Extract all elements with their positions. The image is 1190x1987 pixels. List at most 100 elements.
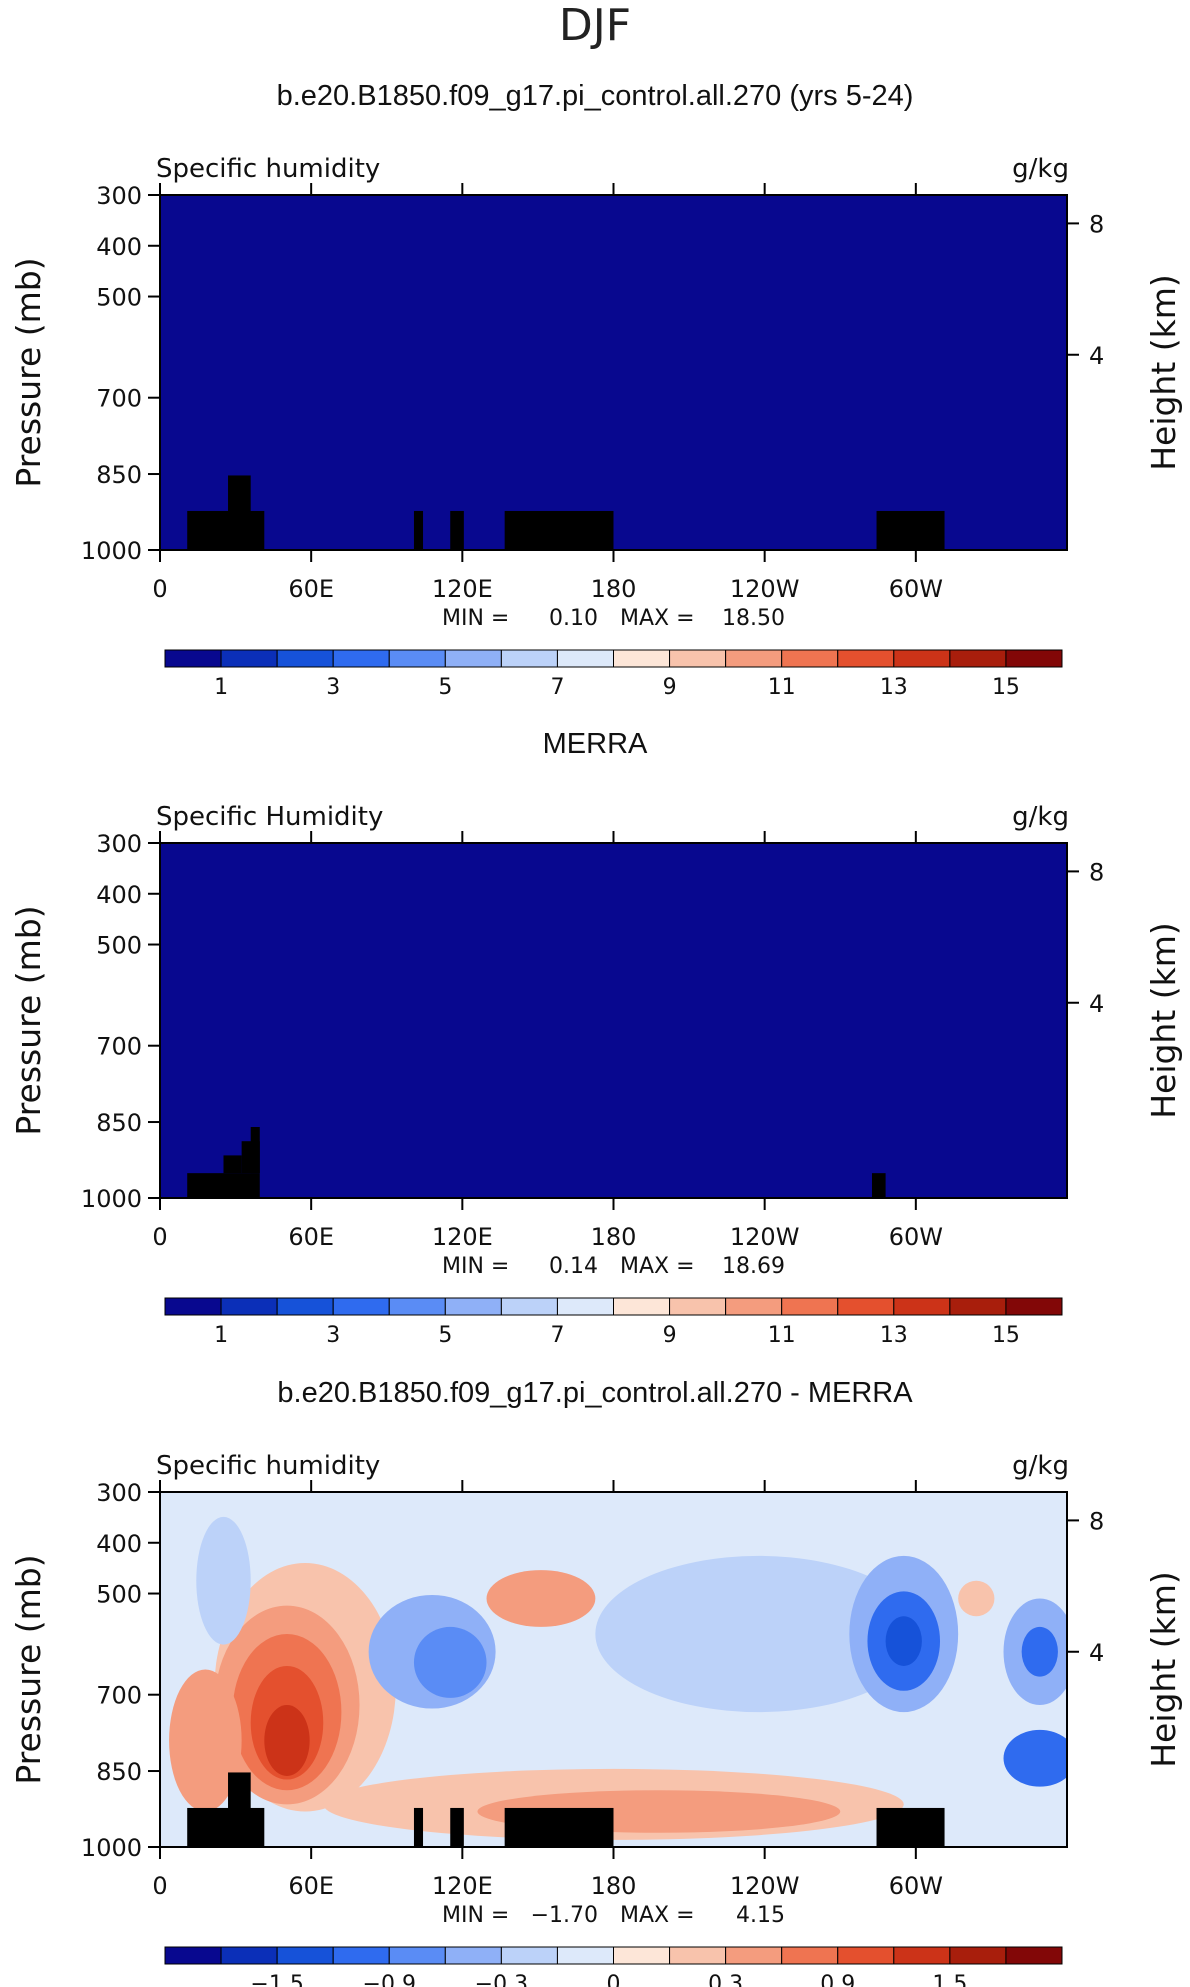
colorbar-swatch [388, 1946, 446, 1965]
y-tick-label: 700 [96, 385, 142, 413]
colorbar-swatch [164, 1297, 222, 1316]
x-tick-label: 120E [432, 1872, 493, 1900]
y-tick-label: 400 [96, 233, 142, 261]
colorbar-swatch [444, 1297, 502, 1316]
colorbar-swatch [669, 1946, 727, 1965]
colorbar-swatch [164, 649, 222, 668]
y-tick-label: 400 [96, 881, 142, 909]
topography-mask [250, 1127, 260, 1174]
colorbar-swatch [893, 1946, 951, 1965]
y-tick-label: 300 [96, 182, 142, 210]
topography-mask [876, 1807, 945, 1847]
contour-band [196, 1516, 251, 1645]
colorbar-label: −0.9 [363, 1972, 416, 1987]
colorbar-label: −1.5 [250, 1972, 303, 1987]
topography-mask [871, 1173, 886, 1198]
stats-max-value: 18.69 [722, 1254, 785, 1279]
colorbar-label: 1 [214, 675, 228, 700]
colorbar-label: 3 [326, 675, 340, 700]
colorbar-swatch [276, 1297, 334, 1316]
x-tick-label: 60W [889, 1223, 943, 1251]
colorbar-label: 5 [438, 675, 452, 700]
colorbar-swatch [1005, 649, 1063, 668]
contour-band [160, 195, 1067, 550]
colorbar-swatch [444, 1946, 502, 1965]
colorbar-label: 15 [992, 675, 1020, 700]
x-tick-label: 180 [591, 1223, 637, 1251]
x-tick-label: 120E [432, 1223, 493, 1251]
y-right-tick-label: 4 [1089, 990, 1104, 1018]
x-tick-label: 120W [730, 1872, 800, 1900]
plot-area [160, 195, 1067, 550]
y-right-axis-title: Height (km) [1144, 274, 1183, 471]
colorbar-swatch [276, 1946, 334, 1965]
contour-band [1003, 1729, 1067, 1787]
colorbar-label: 9 [663, 675, 677, 700]
colorbar-label: 0.9 [820, 1972, 855, 1987]
colorbar-swatch [556, 649, 614, 668]
y-tick-label: 500 [96, 284, 142, 312]
x-tick-label: 0 [152, 575, 167, 603]
colorbar-label: 7 [550, 1323, 564, 1348]
y-tick-label: 850 [96, 461, 142, 489]
colorbar-swatch [781, 1946, 839, 1965]
colorbar-swatch [725, 1297, 783, 1316]
y-right-tick-label: 8 [1089, 210, 1104, 238]
y-tick-label: 700 [96, 1033, 142, 1061]
x-tick-label: 120W [730, 575, 800, 603]
colorbar-swatch [220, 1297, 278, 1316]
colorbar-swatch [164, 1946, 222, 1965]
y-right-axis-title: Height (km) [1144, 1571, 1183, 1768]
contour-band [958, 1580, 995, 1617]
colorbar-swatch [949, 1297, 1007, 1316]
topography-mask [876, 510, 945, 550]
y-tick-label: 1000 [81, 1834, 142, 1862]
colorbar-label: 15 [992, 1323, 1020, 1348]
colorbar-label: −0.3 [475, 1972, 528, 1987]
colorbar-swatch [781, 1297, 839, 1316]
contour-band [1021, 1626, 1058, 1677]
colorbar-swatch [837, 649, 895, 668]
colorbar-label: 0 [607, 1972, 621, 1987]
colorbar-label: 13 [880, 675, 908, 700]
topography-mask [450, 1807, 464, 1847]
colorbar-swatch [332, 1297, 390, 1316]
y-right-tick-label: 4 [1089, 1639, 1104, 1667]
topography-mask [504, 1807, 614, 1847]
topography-mask [187, 1173, 260, 1198]
topography-mask [504, 510, 614, 550]
y-tick-label: 300 [96, 1479, 142, 1507]
y-axis-title: Pressure (mb) [9, 1554, 48, 1784]
topography-mask [450, 510, 464, 550]
topography-mask [228, 475, 251, 515]
colorbar-swatch [500, 649, 558, 668]
topography-mask [413, 1807, 424, 1847]
stats-max-value: 18.50 [722, 606, 785, 631]
y-axis-title: Pressure (mb) [9, 257, 48, 487]
colorbar-swatch [388, 649, 446, 668]
colorbar-label: 5 [438, 1323, 452, 1348]
units-label: g/kg [1012, 1451, 1069, 1481]
contour-band [885, 1616, 922, 1666]
colorbar-swatch [444, 649, 502, 668]
stats-max-label: MAX = [620, 1254, 695, 1279]
contour-band [264, 1705, 310, 1776]
colorbar-label: 1.5 [932, 1972, 967, 1987]
panel-1: b.e20.B1850.f09_g17.pi_control.all.270 (… [9, 80, 1183, 700]
colorbar-swatch [276, 649, 334, 668]
colorbar-swatch [220, 1946, 278, 1965]
colorbar-swatch [332, 649, 390, 668]
colorbar-swatch [781, 649, 839, 668]
colorbar-label: 1 [214, 1323, 228, 1348]
units-label: g/kg [1012, 154, 1069, 184]
colorbar-label: 3 [326, 1323, 340, 1348]
stats-max-label: MAX = [620, 1903, 695, 1928]
colorbar-swatch [556, 1946, 614, 1965]
x-tick-label: 60W [889, 575, 943, 603]
colorbar-label: 11 [768, 1323, 796, 1348]
colorbar-swatch [949, 1946, 1007, 1965]
colorbar-label: 11 [768, 675, 796, 700]
x-tick-label: 60W [889, 1872, 943, 1900]
y-tick-label: 850 [96, 1109, 142, 1137]
